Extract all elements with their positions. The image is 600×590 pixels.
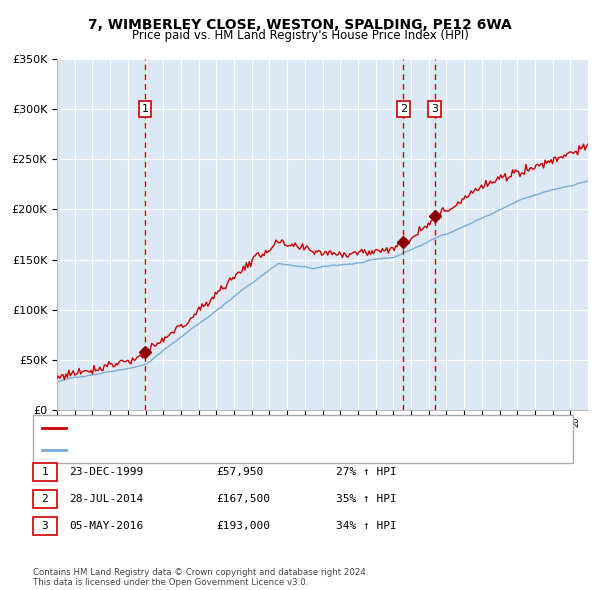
Text: 28-JUL-2014: 28-JUL-2014 — [69, 494, 143, 504]
Text: 3: 3 — [431, 104, 438, 114]
Text: Contains HM Land Registry data © Crown copyright and database right 2024.
This d: Contains HM Land Registry data © Crown c… — [33, 568, 368, 587]
Text: 7, WIMBERLEY CLOSE, WESTON, SPALDING, PE12 6WA: 7, WIMBERLEY CLOSE, WESTON, SPALDING, PE… — [88, 18, 512, 32]
Text: Price paid vs. HM Land Registry's House Price Index (HPI): Price paid vs. HM Land Registry's House … — [131, 30, 469, 42]
Text: 35% ↑ HPI: 35% ↑ HPI — [336, 494, 397, 504]
Text: 2: 2 — [41, 494, 49, 504]
Text: 7, WIMBERLEY CLOSE, WESTON, SPALDING, PE12 6WA (semi-detached house): 7, WIMBERLEY CLOSE, WESTON, SPALDING, PE… — [70, 423, 452, 433]
Text: £193,000: £193,000 — [216, 522, 270, 531]
Text: 23-DEC-1999: 23-DEC-1999 — [69, 467, 143, 477]
Text: 1: 1 — [142, 104, 149, 114]
Text: 34% ↑ HPI: 34% ↑ HPI — [336, 522, 397, 531]
Text: 27% ↑ HPI: 27% ↑ HPI — [336, 467, 397, 477]
Text: 05-MAY-2016: 05-MAY-2016 — [69, 522, 143, 531]
Text: 2: 2 — [400, 104, 407, 114]
Text: HPI: Average price, semi-detached house, South Holland: HPI: Average price, semi-detached house,… — [70, 445, 347, 455]
Text: £167,500: £167,500 — [216, 494, 270, 504]
Text: 3: 3 — [41, 522, 49, 531]
Text: £57,950: £57,950 — [216, 467, 263, 477]
Text: 1: 1 — [41, 467, 49, 477]
